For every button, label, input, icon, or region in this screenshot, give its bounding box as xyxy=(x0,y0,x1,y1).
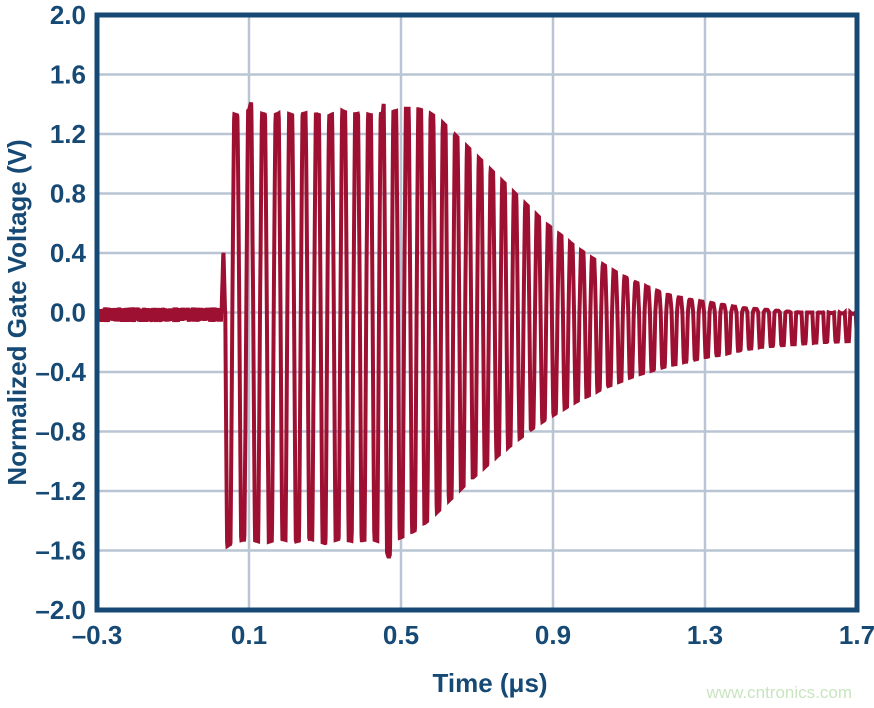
x-tick-labels: –0.3 0.1 0.5 0.9 1.3 1.7 xyxy=(72,620,874,650)
y-tick-label: –1.2 xyxy=(35,476,86,506)
x-tick-label: 1.7 xyxy=(839,620,874,650)
x-axis-title: Time (μs) xyxy=(432,668,547,698)
x-tick-label: 0.1 xyxy=(231,620,267,650)
y-axis-title: Normalized Gate Voltage (V) xyxy=(2,139,32,485)
x-tick-label: 0.5 xyxy=(383,620,419,650)
y-tick-label: 1.6 xyxy=(50,60,86,90)
y-tick-label: 0.0 xyxy=(50,298,86,328)
y-tick-label: 0.8 xyxy=(50,179,86,209)
y-tick-label: –0.8 xyxy=(35,417,86,447)
gridlines xyxy=(97,15,857,610)
y-tick-label: –1.6 xyxy=(35,536,86,566)
waveform-trace xyxy=(95,101,859,559)
y-tick-label: 2.0 xyxy=(50,0,86,30)
y-tick-label: –2.0 xyxy=(35,595,86,625)
x-tick-label: –0.3 xyxy=(72,620,123,650)
y-tick-label: 1.2 xyxy=(50,119,86,149)
plot-border xyxy=(94,12,860,613)
y-tick-label: –0.4 xyxy=(35,357,86,387)
y-tick-labels: 2.0 1.6 1.2 0.8 0.4 0.0 –0.4 –0.8 –1.2 –1.6 –2.0 xyxy=(35,0,86,625)
watermark-text: www.cntronics.com xyxy=(706,683,852,702)
x-tick-label: 1.3 xyxy=(687,620,723,650)
y-tick-label: 0.4 xyxy=(50,238,87,268)
x-tick-label: 0.9 xyxy=(535,620,571,650)
